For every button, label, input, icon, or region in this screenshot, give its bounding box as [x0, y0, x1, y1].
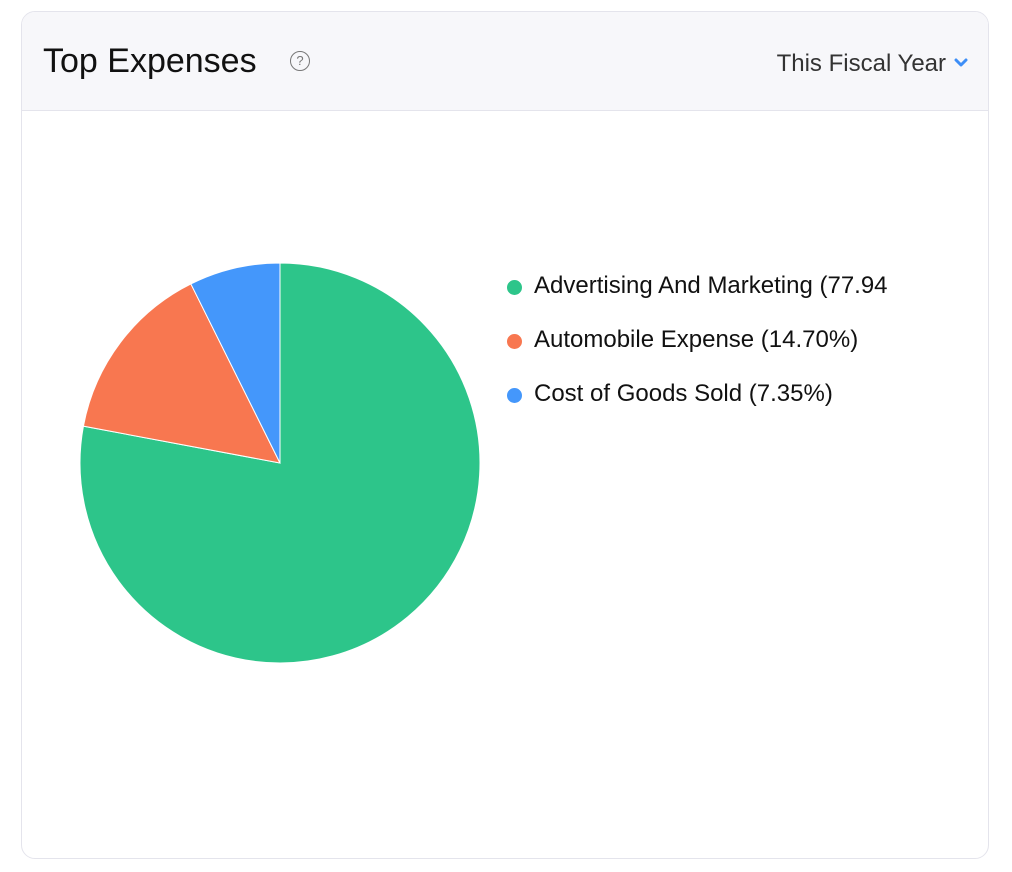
question-circle-icon[interactable]: ?: [290, 51, 310, 71]
legend-label: Cost of Goods Sold (7.35%): [534, 380, 833, 407]
pie-slice-cost-of-goods-sold[interactable]: [190, 262, 281, 464]
legend-dot-icon: [507, 388, 522, 403]
legend-item[interactable]: Automobile Expense (14.70%): [499, 326, 935, 380]
pie-slice-automobile-expense[interactable]: [82, 283, 281, 464]
legend-dot-icon: [507, 280, 522, 295]
period-dropdown[interactable]: This Fiscal Year: [776, 50, 946, 77]
legend-label: Automobile Expense (14.70%): [534, 326, 859, 353]
legend-item[interactable]: Advertising And Marketing (77.94: [499, 272, 935, 326]
chart-legend: Advertising And Marketing (77.94 Automobi…: [499, 272, 935, 434]
legend-item[interactable]: Cost of Goods Sold (7.35%): [499, 380, 935, 434]
legend-dot-icon: [507, 334, 522, 349]
legend-label: Advertising And Marketing (77.94: [534, 272, 888, 299]
card-header: Top Expenses ? This Fiscal Year: [22, 12, 988, 111]
chevron-down-icon[interactable]: [954, 56, 968, 70]
card-title: Top Expenses: [43, 42, 257, 80]
